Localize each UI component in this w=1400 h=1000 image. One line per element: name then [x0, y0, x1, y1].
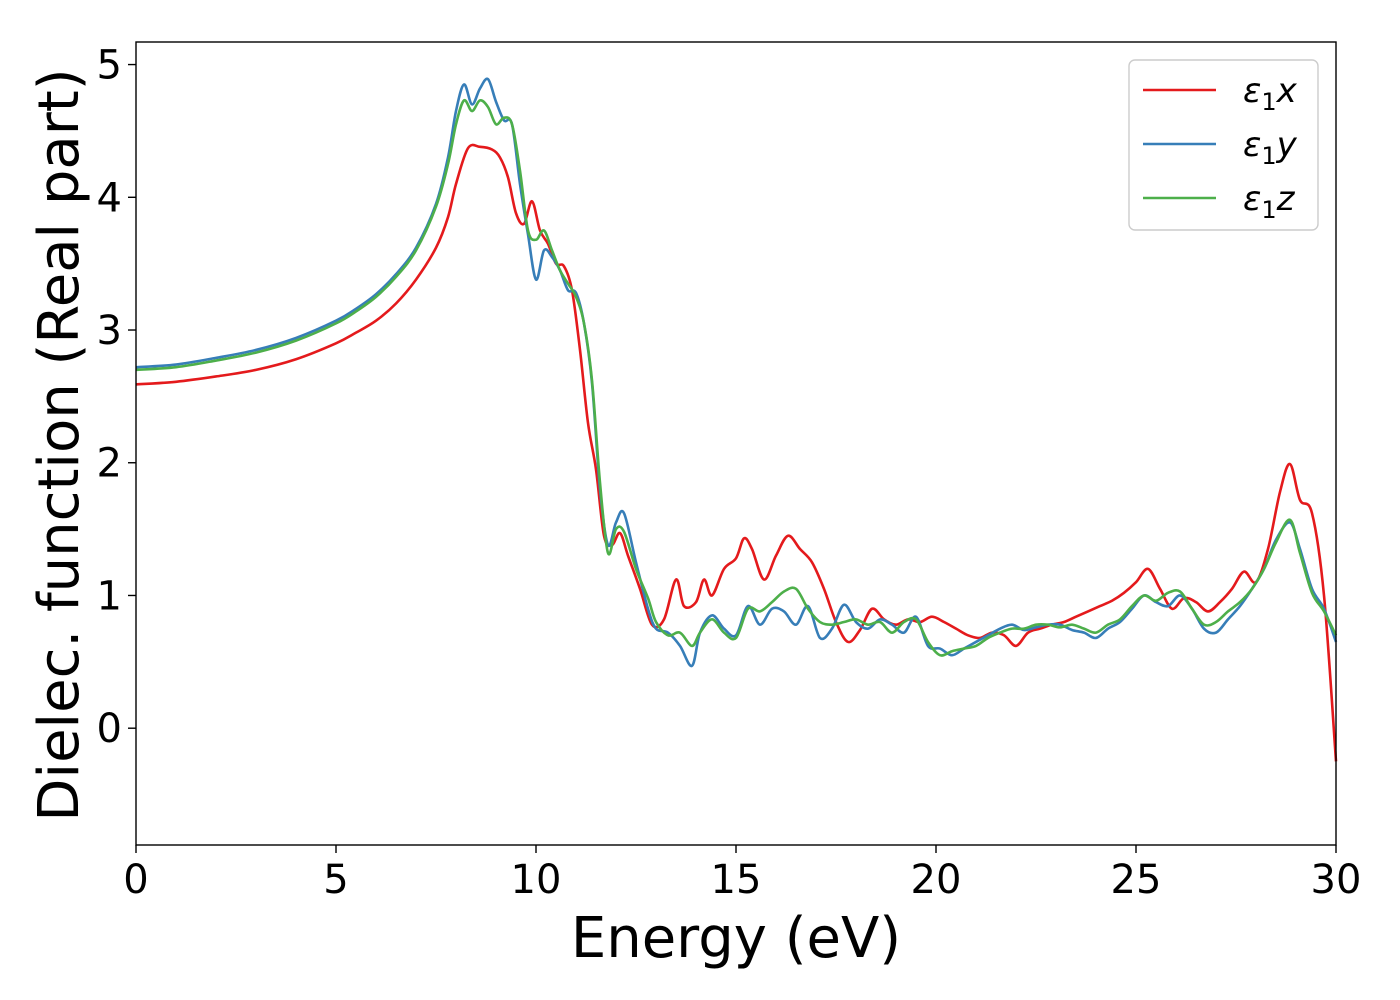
legend: ε1x ε1y ε1z [1128, 59, 1319, 231]
y-tick-label: 5 [97, 43, 122, 89]
y-tick-label: 3 [97, 308, 122, 354]
x-tick-label: 10 [511, 857, 562, 903]
x-tick-label: 0 [123, 857, 148, 903]
y-axis-label: Dielec. function (Real part) [27, 68, 92, 821]
legend-entries: ε1x ε1y ε1z [1143, 71, 1298, 224]
series-layer [135, 77, 1338, 762]
y-tick-label: 2 [97, 441, 122, 487]
x-tick-label: 30 [1311, 857, 1362, 903]
series-line-x [135, 143, 1338, 762]
legend-box [1128, 59, 1319, 231]
x-axis-label: Energy (eV) [571, 906, 901, 971]
x-tick-label: 25 [1111, 857, 1162, 903]
series-line-z [135, 98, 1338, 657]
legend-label-y: ε1y [1243, 125, 1298, 170]
x-tick-label: 5 [323, 857, 348, 903]
legend-label-z: ε1z [1243, 179, 1296, 224]
x-axis-ticks: 0 5 10 15 20 25 30 [123, 845, 1361, 903]
x-tick-label: 20 [911, 857, 962, 903]
y-axis-ticks: 0 1 2 3 4 5 [97, 43, 136, 752]
legend-label-x: ε1x [1243, 71, 1298, 116]
y-tick-label: 4 [97, 175, 122, 221]
y-tick-label: 1 [97, 573, 122, 619]
y-tick-label: 0 [97, 706, 122, 752]
x-tick-label: 15 [711, 857, 762, 903]
